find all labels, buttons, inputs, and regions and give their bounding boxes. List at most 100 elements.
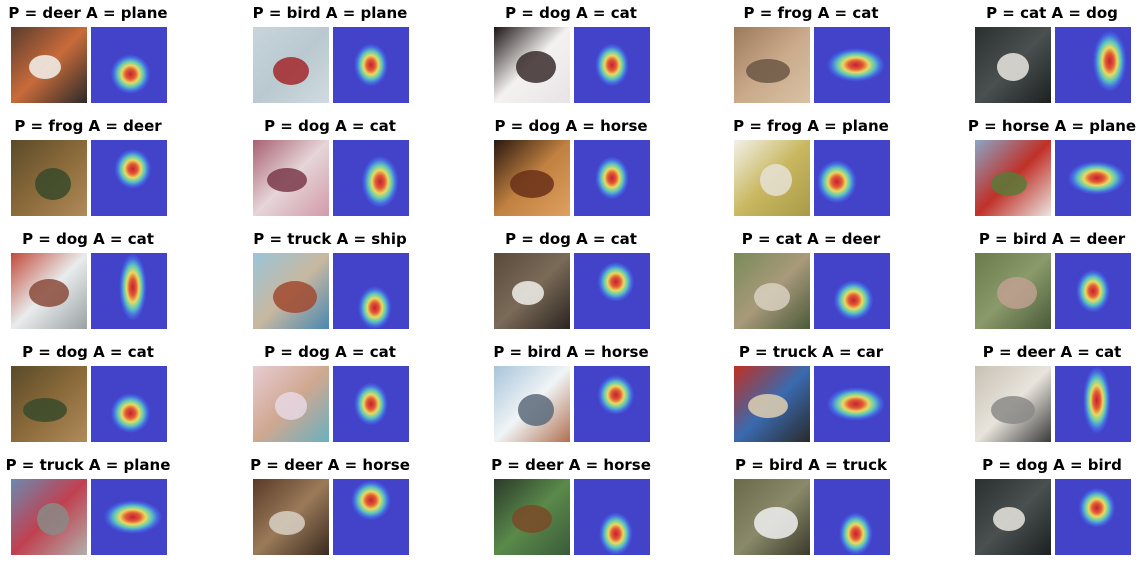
cell-title: P = bird A = deer — [978, 230, 1126, 248]
input-image — [253, 479, 329, 555]
heatmap-image — [1055, 27, 1131, 103]
result-cell: P = dog A = cat — [471, 0, 671, 113]
result-cell: P = dog A = cat — [0, 339, 188, 452]
cell-title: P = cat A = deer — [741, 230, 881, 248]
input-image — [734, 140, 810, 216]
cell-title: P = dog A = cat — [264, 117, 396, 135]
heatmap-image — [574, 140, 650, 216]
cell-title: P = deer A = horse — [250, 456, 410, 474]
heatmap-image — [1055, 253, 1131, 329]
result-cell: P = bird A = horse — [471, 339, 671, 452]
input-image — [734, 366, 810, 442]
result-cell: P = truck A = car — [711, 339, 911, 452]
heatmap-image — [91, 140, 167, 216]
result-cell: P = truck A = ship — [230, 226, 430, 339]
result-cell: P = bird A = plane — [230, 0, 430, 113]
heatmap-image — [1055, 366, 1131, 442]
input-image — [253, 140, 329, 216]
cell-title: P = frog A = deer — [14, 117, 162, 135]
result-cell: P = bird A = truck — [711, 452, 911, 565]
input-image — [253, 27, 329, 103]
input-image — [975, 479, 1051, 555]
cell-title: P = dog A = horse — [494, 117, 648, 135]
heatmap-image — [814, 366, 890, 442]
result-cell: P = horse A = plane — [952, 113, 1143, 226]
cell-title: P = dog A = cat — [264, 343, 396, 361]
heatmap-image — [574, 366, 650, 442]
result-cell: P = frog A = deer — [0, 113, 188, 226]
heatmap-image — [333, 140, 409, 216]
cell-title: P = truck A = car — [738, 343, 884, 361]
cell-title: P = deer A = cat — [982, 343, 1122, 361]
cell-title: P = bird A = horse — [493, 343, 649, 361]
heatmap-image — [814, 479, 890, 555]
heatmap-image — [91, 253, 167, 329]
input-image — [734, 253, 810, 329]
cell-title: P = dog A = cat — [505, 230, 637, 248]
heatmap-image — [574, 27, 650, 103]
result-cell: P = dog A = cat — [230, 339, 430, 452]
cell-title: P = truck A = ship — [253, 230, 407, 248]
input-image — [975, 140, 1051, 216]
input-image — [734, 27, 810, 103]
result-cell: P = deer A = plane — [0, 0, 188, 113]
cell-title: P = horse A = plane — [967, 117, 1137, 135]
cell-title: P = dog A = cat — [505, 4, 637, 22]
heatmap-image — [333, 366, 409, 442]
cell-title: P = deer A = horse — [491, 456, 651, 474]
heatmap-image — [333, 253, 409, 329]
input-image — [494, 253, 570, 329]
input-image — [734, 479, 810, 555]
result-cell: P = cat A = deer — [711, 226, 911, 339]
input-image — [494, 140, 570, 216]
heatmap-image — [91, 27, 167, 103]
input-image — [975, 27, 1051, 103]
heatmap-image — [814, 27, 890, 103]
input-image — [975, 366, 1051, 442]
heatmap-image — [1055, 479, 1131, 555]
heatmap-image — [333, 479, 409, 555]
heatmap-image — [814, 253, 890, 329]
result-cell: P = cat A = dog — [952, 0, 1143, 113]
cell-title: P = cat A = dog — [986, 4, 1118, 22]
heatmap-image — [91, 366, 167, 442]
result-cell: P = deer A = cat — [952, 339, 1143, 452]
result-cell: P = dog A = cat — [471, 226, 671, 339]
cell-title: P = deer A = plane — [8, 4, 168, 22]
result-cell: P = frog A = plane — [711, 113, 911, 226]
heatmap-image — [333, 27, 409, 103]
result-cell: P = dog A = horse — [471, 113, 671, 226]
heatmap-image — [1055, 140, 1131, 216]
input-image — [494, 366, 570, 442]
result-cell: P = dog A = cat — [0, 226, 188, 339]
heatmap-image — [574, 253, 650, 329]
cell-title: P = bird A = truck — [735, 456, 887, 474]
cell-title: P = bird A = plane — [252, 4, 408, 22]
result-cell: P = truck A = plane — [0, 452, 188, 565]
cell-title: P = dog A = cat — [22, 343, 154, 361]
input-image — [11, 140, 87, 216]
result-cell: P = deer A = horse — [230, 452, 430, 565]
input-image — [975, 253, 1051, 329]
input-image — [11, 479, 87, 555]
heatmap-image — [574, 479, 650, 555]
cell-title: P = frog A = cat — [743, 4, 879, 22]
result-cell: P = frog A = cat — [711, 0, 911, 113]
result-cell: P = bird A = deer — [952, 226, 1143, 339]
result-cell: P = deer A = horse — [471, 452, 671, 565]
input-image — [494, 479, 570, 555]
cell-title: P = truck A = plane — [5, 456, 171, 474]
input-image — [11, 366, 87, 442]
input-image — [11, 253, 87, 329]
cell-title: P = frog A = plane — [733, 117, 889, 135]
input-image — [253, 253, 329, 329]
result-cell: P = dog A = cat — [230, 113, 430, 226]
heatmap-image — [814, 140, 890, 216]
result-cell: P = dog A = bird — [952, 452, 1143, 565]
cell-title: P = dog A = cat — [22, 230, 154, 248]
cell-title: P = dog A = bird — [982, 456, 1122, 474]
input-image — [253, 366, 329, 442]
input-image — [494, 27, 570, 103]
heatmap-image — [91, 479, 167, 555]
